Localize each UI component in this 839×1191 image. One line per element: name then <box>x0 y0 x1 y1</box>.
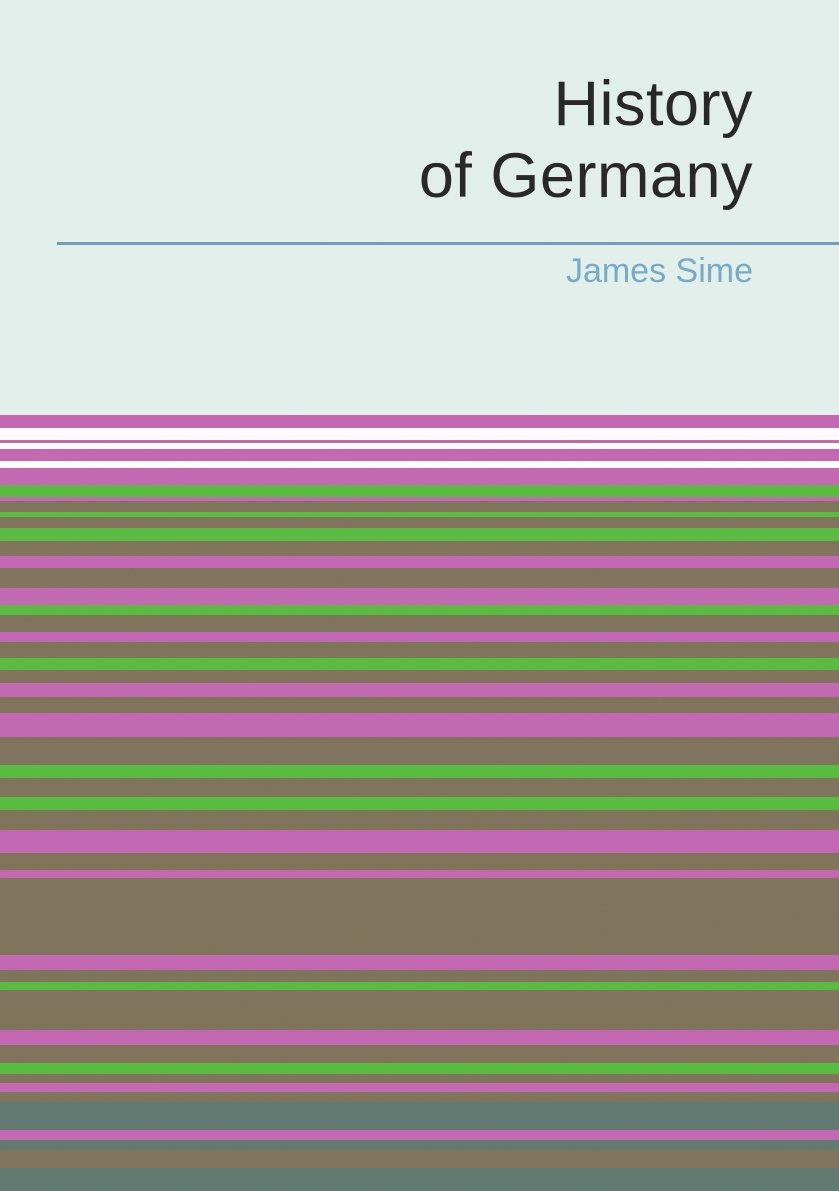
book-title: History of Germany <box>419 68 753 212</box>
stripe-olive <box>0 778 839 797</box>
stripe-olive <box>0 1045 839 1063</box>
stripe-pink <box>0 955 839 970</box>
stripe-pink <box>0 1083 839 1092</box>
stripe-olive <box>0 541 839 556</box>
stripe-olive <box>0 853 839 870</box>
stripe-pink <box>0 1030 839 1045</box>
stripe-white <box>0 428 839 440</box>
stripe-pink <box>0 870 839 878</box>
stripe-olive <box>0 1092 839 1102</box>
stripe-green <box>0 1063 839 1074</box>
stripe-olive <box>0 642 839 658</box>
stripe-green <box>0 797 839 810</box>
stripe-pattern <box>0 415 839 1191</box>
stripe-green <box>0 605 839 615</box>
stripe-teal <box>0 1168 839 1191</box>
stripe-pink <box>0 588 839 605</box>
stripe-olive <box>0 737 839 765</box>
stripe-olive <box>0 670 839 683</box>
stripe-olive <box>0 517 839 528</box>
stripe-green <box>0 528 839 541</box>
stripe-pink <box>0 683 839 697</box>
stripe-olive <box>0 810 839 830</box>
stripe-green <box>0 765 839 778</box>
stripe-olive <box>0 568 839 588</box>
stripe-olive <box>0 501 839 512</box>
stripe-pink <box>0 1130 839 1140</box>
book-title-line-2: of Germany <box>418 141 753 211</box>
stripe-pink <box>0 713 839 737</box>
stripe-green <box>0 982 839 990</box>
author-name: James Sime <box>565 252 753 290</box>
stripe-white <box>0 461 839 468</box>
title-divider <box>57 242 839 245</box>
stripe-pink <box>0 468 839 485</box>
book-title-line-1: History <box>553 69 753 139</box>
stripe-teal <box>0 1102 839 1130</box>
stripe-pink <box>0 449 839 461</box>
stripe-teal <box>0 1140 839 1150</box>
stripe-pink <box>0 830 839 853</box>
stripe-green <box>0 658 839 670</box>
stripe-olive <box>0 878 839 955</box>
stripe-pink <box>0 415 839 428</box>
stripe-olive <box>0 1150 839 1168</box>
stripe-pink <box>0 632 839 642</box>
stripe-green <box>0 485 839 497</box>
stripe-olive <box>0 990 839 1030</box>
stripe-olive <box>0 615 839 632</box>
stripe-olive <box>0 697 839 713</box>
stripe-pink <box>0 556 839 568</box>
stripe-olive <box>0 1074 839 1083</box>
stripe-olive <box>0 970 839 982</box>
